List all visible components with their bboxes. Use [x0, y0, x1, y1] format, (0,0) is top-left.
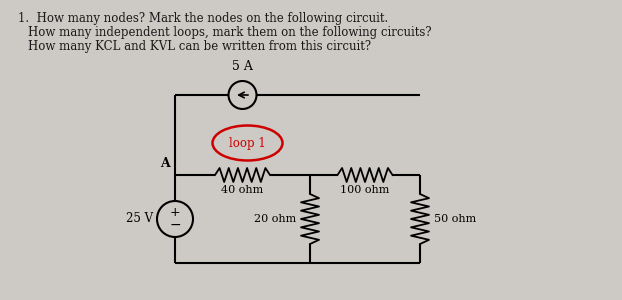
Text: How many independent loops, mark them on the following circuits?: How many independent loops, mark them on… [28, 26, 432, 39]
Text: 1.  How many nodes? Mark the nodes on the following circuit.: 1. How many nodes? Mark the nodes on the… [18, 12, 388, 25]
Text: 25 V: 25 V [126, 212, 153, 226]
Text: A: A [160, 157, 170, 170]
Text: 5 A: 5 A [232, 60, 253, 73]
Text: +: + [170, 206, 180, 219]
Text: loop 1: loop 1 [229, 136, 266, 149]
Text: How many KCL and KVL can be written from this circuit?: How many KCL and KVL can be written from… [28, 40, 371, 53]
Text: −: − [169, 218, 181, 232]
Text: 50 ohm: 50 ohm [434, 214, 476, 224]
Text: 20 ohm: 20 ohm [254, 214, 296, 224]
Text: 40 ohm: 40 ohm [221, 185, 264, 195]
Text: 100 ohm: 100 ohm [340, 185, 390, 195]
